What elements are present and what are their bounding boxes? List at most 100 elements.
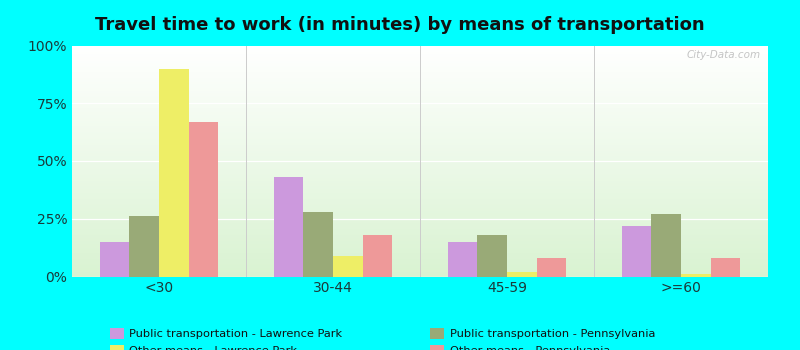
Bar	[72, 154, 768, 155]
Bar	[72, 261, 768, 262]
Bar	[72, 89, 768, 91]
Bar	[72, 51, 768, 52]
Bar	[72, 97, 768, 99]
Bar	[362, 235, 392, 276]
Bar	[72, 134, 768, 135]
Bar	[72, 109, 768, 110]
Bar	[72, 83, 768, 84]
Bar	[72, 129, 768, 130]
Bar	[72, 163, 768, 164]
Bar	[72, 46, 768, 47]
Bar	[72, 238, 768, 239]
Bar	[72, 201, 768, 203]
Bar	[72, 237, 768, 238]
Bar	[72, 182, 768, 183]
Bar	[72, 256, 768, 257]
Bar	[72, 250, 768, 251]
Bar	[72, 50, 768, 51]
Bar	[72, 92, 768, 93]
Bar	[72, 216, 768, 218]
Bar	[72, 140, 768, 141]
Bar	[72, 273, 768, 274]
Bar	[100, 242, 130, 276]
Bar	[710, 258, 740, 276]
Bar	[72, 229, 768, 230]
Bar	[72, 196, 768, 197]
Bar	[72, 57, 768, 58]
Bar	[72, 58, 768, 60]
Bar	[72, 204, 768, 205]
Bar	[72, 212, 768, 213]
Bar	[72, 162, 768, 163]
Bar	[72, 191, 768, 192]
Bar	[72, 172, 768, 173]
Bar	[72, 158, 768, 159]
Bar	[72, 95, 768, 96]
Bar	[72, 231, 768, 233]
Bar	[72, 87, 768, 88]
Bar	[72, 152, 768, 153]
Bar	[72, 167, 768, 168]
Bar	[72, 185, 768, 187]
Bar	[72, 91, 768, 92]
Bar	[72, 189, 768, 190]
Bar	[72, 181, 768, 182]
Bar	[72, 192, 768, 193]
Bar	[72, 47, 768, 48]
Bar	[72, 210, 768, 211]
Bar	[72, 214, 768, 215]
Bar	[72, 85, 768, 86]
Bar	[72, 169, 768, 170]
Bar	[622, 226, 651, 276]
Bar	[72, 274, 768, 275]
Bar	[72, 117, 768, 118]
Bar	[72, 259, 768, 260]
Bar	[72, 55, 768, 56]
Bar	[72, 142, 768, 144]
Bar	[72, 48, 768, 49]
Bar	[72, 248, 768, 249]
Bar	[72, 116, 768, 117]
Bar	[72, 54, 768, 55]
Bar	[72, 228, 768, 229]
Bar	[72, 111, 768, 112]
Bar	[72, 233, 768, 234]
Bar	[72, 80, 768, 81]
Bar	[72, 265, 768, 266]
Bar	[72, 249, 768, 250]
Bar	[72, 244, 768, 245]
Bar	[72, 64, 768, 65]
Bar	[72, 133, 768, 134]
Bar	[72, 146, 768, 147]
Bar	[72, 206, 768, 207]
Bar	[72, 132, 768, 133]
Bar	[72, 131, 768, 132]
Bar	[72, 125, 768, 126]
Bar	[72, 147, 768, 148]
Bar	[72, 93, 768, 94]
Bar	[72, 213, 768, 214]
Bar	[72, 71, 768, 72]
Bar	[72, 75, 768, 76]
Bar	[72, 120, 768, 122]
Bar	[72, 103, 768, 104]
Bar	[681, 274, 710, 276]
Bar	[189, 122, 218, 276]
Bar	[72, 153, 768, 154]
Bar	[72, 144, 768, 145]
Bar	[72, 130, 768, 131]
Bar	[72, 141, 768, 142]
Bar	[72, 268, 768, 270]
Bar	[72, 266, 768, 267]
Bar	[72, 262, 768, 264]
Bar	[72, 180, 768, 181]
Bar	[72, 60, 768, 61]
Bar	[72, 135, 768, 137]
Bar	[72, 106, 768, 107]
Bar	[72, 205, 768, 206]
Bar	[72, 252, 768, 253]
Bar	[72, 139, 768, 140]
Bar	[72, 49, 768, 50]
Bar	[72, 161, 768, 162]
Bar	[72, 159, 768, 160]
